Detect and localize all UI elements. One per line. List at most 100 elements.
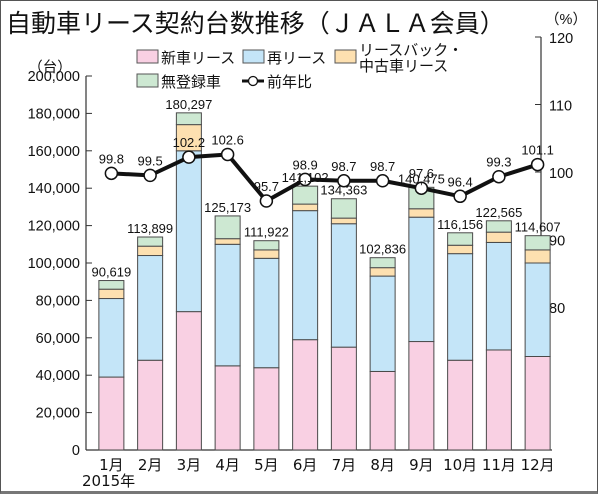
total-label: 102,836 (359, 242, 406, 257)
bar-segment (253, 257, 280, 369)
bar-segment (214, 243, 241, 367)
ratio-label: 102.6 (211, 132, 244, 147)
bar-segment (524, 356, 551, 451)
x-tick-label: 6月 (293, 456, 318, 474)
total-label: 134,363 (320, 183, 367, 198)
ratio-label: 98.7 (331, 159, 356, 174)
y-axis-unit: （台） (28, 59, 72, 76)
bar-segment (408, 208, 435, 218)
legend-marker-icon (247, 75, 259, 87)
bar-segment (408, 216, 435, 343)
ratio-point (530, 157, 545, 172)
legend-label-leaseback-line2: 中古車リース (359, 57, 448, 75)
y-tick-label: 200,000 (28, 69, 80, 85)
bar-segment (175, 150, 202, 313)
ratio-point (259, 194, 274, 208)
bar-segment (524, 249, 551, 264)
x-tick-label: 10月 (443, 456, 477, 474)
bar-segment (137, 359, 164, 451)
ratio-label: 98.7 (370, 159, 395, 174)
bar-segment (524, 235, 551, 251)
bars (98, 112, 551, 451)
legend-swatch-new-car (136, 49, 159, 64)
bar-segment (253, 367, 280, 451)
ratio-label: 99.3 (486, 155, 511, 170)
bar-segment (253, 240, 280, 251)
ratio-point (143, 168, 157, 183)
bar-segment (98, 298, 125, 378)
bar-segment (175, 112, 202, 126)
bar-segment (292, 203, 319, 212)
bar-segment (408, 341, 435, 451)
bar-segment (330, 198, 357, 219)
ratio-label: 97.6 (409, 166, 434, 181)
total-label: 116,156 (437, 217, 483, 232)
y2-axis-unit: （%） (545, 11, 587, 28)
y2-tick-label: 110 (549, 99, 572, 115)
x-tick-label: 12月 (521, 456, 555, 474)
total-label: 122,565 (475, 205, 522, 220)
y-tick-label: 120,000 (28, 219, 80, 235)
ratio-label: 101.1 (521, 143, 554, 158)
ratio-point (104, 166, 119, 181)
ratio-line (104, 147, 545, 208)
x-tick-label: 9月 (409, 456, 434, 474)
y-tick-label: 0 (72, 443, 80, 459)
y2-tick-label: 90 (549, 234, 565, 250)
total-label: 180,297 (165, 97, 212, 112)
bar-segment (330, 217, 357, 225)
x-tick-label: 3月 (177, 456, 202, 474)
bar-segment (137, 236, 164, 247)
bar-segment (175, 124, 202, 152)
bar-segment (485, 349, 512, 451)
y2-tick-label: 100 (549, 166, 573, 182)
bar-segment (292, 339, 319, 451)
y-tick-label: 20,000 (36, 406, 80, 422)
x-tick-label: 5月 (254, 456, 279, 474)
y-tick-label: 140,000 (28, 181, 80, 197)
legend-label-unregistered: 無登録車 (161, 73, 221, 91)
ratio-point (492, 169, 506, 184)
bar-segment (485, 220, 512, 233)
legend-swatch-re-lease (242, 49, 265, 64)
y-tick-label: 80,000 (36, 293, 80, 309)
total-label: 114,607 (515, 220, 561, 235)
legend-swatch-unregistered (136, 73, 159, 88)
ratio-label: 99.8 (99, 151, 124, 166)
bar-segment (214, 215, 241, 240)
bar-segment (98, 280, 125, 290)
y-tick-label: 180,000 (28, 106, 80, 122)
legend-label-ratio: 前年比 (267, 73, 312, 91)
ratio-label: 95.7 (254, 179, 279, 194)
bar-segment (292, 210, 319, 341)
y2-tick-label: 80 (549, 301, 565, 317)
x-tick-label: 1月 (99, 456, 124, 474)
ratio-point (337, 174, 351, 188)
ratio-point (414, 181, 429, 195)
bar-segment (524, 262, 551, 357)
ratio-label: 102.2 (173, 135, 206, 150)
bar-segment (447, 253, 474, 361)
ratio-point (298, 172, 312, 187)
labels: 90,619 113,899 180,297 125,173 111,922 141,10… (91, 97, 560, 280)
legend-label-leaseback-line1: リースバック・ (359, 41, 463, 59)
bar-segment (98, 376, 125, 451)
x-tick-label: 2月 (138, 456, 163, 474)
legend-label-new-car: 新車リース (161, 49, 235, 67)
bar-segment (137, 245, 164, 257)
ratio-label: 96.4 (447, 174, 472, 189)
y2-tick-label: 120 (549, 31, 573, 47)
bar-segment (330, 346, 357, 451)
bar-segment (253, 249, 280, 259)
total-label: 111,922 (244, 225, 289, 240)
ratio-point (453, 189, 467, 204)
bar-segment (447, 359, 474, 451)
ratio-label: 99.5 (137, 153, 162, 168)
ratio-line-path (111, 152, 539, 204)
legend-label-re-lease: 再リース (267, 49, 326, 67)
bar-segment (447, 232, 474, 246)
x-tick-label: 11月 (482, 456, 516, 474)
bar-segment (369, 267, 396, 277)
